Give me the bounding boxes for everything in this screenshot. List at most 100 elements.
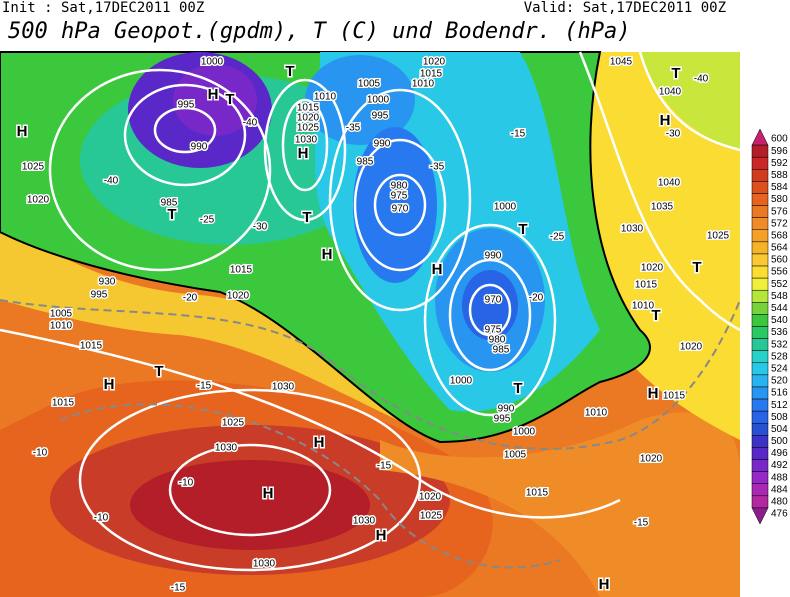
colorbar: 6005965925885845805765725685645605565525… bbox=[751, 128, 788, 525]
contour-label: 1010 bbox=[50, 321, 73, 332]
colorbar-swatch bbox=[751, 156, 769, 170]
contour-label: 1015 bbox=[230, 265, 253, 276]
colorbar-tick-label: 544 bbox=[771, 303, 788, 314]
colorbar-tick-label: 532 bbox=[771, 339, 788, 350]
colorbar-tick-label: 580 bbox=[771, 194, 788, 205]
contour-label: 1000 bbox=[367, 95, 390, 106]
contour-label: 1020 bbox=[27, 195, 50, 206]
pressure-center-label: T bbox=[302, 209, 311, 226]
colorbar-swatch bbox=[751, 265, 769, 279]
colorbar-tick-label: 520 bbox=[771, 376, 788, 387]
contour-label: 1040 bbox=[659, 87, 682, 98]
contour-label: -40 bbox=[694, 74, 709, 85]
pressure-center-label: H bbox=[376, 527, 387, 544]
colorbar-tick-label: 508 bbox=[771, 412, 788, 423]
contour-label: -35 bbox=[346, 123, 361, 134]
colorbar-swatch bbox=[751, 435, 769, 448]
contour-label: 1030 bbox=[295, 135, 318, 146]
colorbar-tick-label: 480 bbox=[771, 497, 788, 508]
colorbar-tick-label: 476 bbox=[771, 509, 788, 520]
pressure-center-label: H bbox=[314, 434, 325, 451]
colorbar-tick-label: 592 bbox=[771, 158, 788, 169]
colorbar-tick-label: 512 bbox=[771, 400, 788, 411]
contour-label: 1000 bbox=[201, 57, 224, 68]
colorbar-tick-label: 516 bbox=[771, 388, 788, 399]
map-title: 500 hPa Geopot.(gpdm), T (C) und Bodendr… bbox=[8, 19, 631, 44]
contour-label: 995 bbox=[372, 111, 389, 122]
map-area bbox=[0, 51, 741, 597]
colorbar-tick-label: 540 bbox=[771, 315, 788, 326]
colorbar-swatch bbox=[751, 338, 769, 351]
contour-label: 1030 bbox=[272, 382, 295, 393]
contour-label: 1025 bbox=[22, 162, 45, 173]
contour-label: 1015 bbox=[297, 103, 320, 114]
contour-label: 1025 bbox=[297, 123, 320, 134]
pressure-center-label: T bbox=[692, 259, 701, 276]
colorbar-swatch bbox=[751, 302, 769, 315]
contour-label: -20 bbox=[183, 293, 198, 304]
contour-label: 1010 bbox=[632, 301, 655, 312]
pressure-center-label: T bbox=[285, 63, 294, 80]
colorbar-tick-label: 492 bbox=[771, 460, 788, 471]
colorbar-swatch bbox=[751, 326, 769, 339]
contour-label: 975 bbox=[391, 191, 408, 202]
contour-label: 1030 bbox=[215, 443, 238, 454]
pressure-center-label: T bbox=[651, 307, 660, 324]
colorbar-swatch bbox=[751, 277, 769, 291]
colorbar-swatch bbox=[751, 507, 769, 525]
contour-label: 990 bbox=[374, 139, 391, 150]
colorbar-swatch bbox=[751, 241, 769, 255]
pressure-center-label: H bbox=[322, 246, 333, 263]
contour-label: 1015 bbox=[526, 488, 549, 499]
colorbar-tick-label: 568 bbox=[771, 230, 788, 241]
colorbar-tick-label: 560 bbox=[771, 255, 788, 266]
contour-label: 1025 bbox=[420, 511, 443, 522]
contour-label: 1020 bbox=[640, 454, 663, 465]
contour-label: 1005 bbox=[504, 450, 527, 461]
contour-label: 1010 bbox=[412, 79, 435, 90]
pressure-center-label: H bbox=[432, 261, 443, 278]
contour-label: 930 bbox=[99, 277, 116, 288]
contour-label: -15 bbox=[171, 583, 186, 594]
colorbar-tick-label: 500 bbox=[771, 436, 788, 447]
colorbar-tick-label: 488 bbox=[771, 472, 788, 483]
pressure-center-label: T bbox=[518, 221, 527, 238]
contour-label: 1000 bbox=[513, 427, 536, 438]
pressure-center-label: H bbox=[648, 385, 659, 402]
contour-label: 1015 bbox=[420, 69, 443, 80]
colorbar-swatch bbox=[751, 447, 769, 460]
contour-label: 1000 bbox=[494, 202, 517, 213]
colorbar-tick-label: 484 bbox=[771, 484, 788, 495]
init-time: Init : Sat,17DEC2011 00Z bbox=[2, 0, 204, 16]
colorbar-tick-label: 596 bbox=[771, 146, 788, 157]
colorbar-swatch bbox=[751, 217, 769, 230]
contour-label: -20 bbox=[529, 293, 544, 304]
colorbar-tick-label: 588 bbox=[771, 170, 788, 181]
contour-label: 995 bbox=[91, 290, 108, 301]
contour-label: -10 bbox=[33, 448, 48, 459]
colorbar-swatch bbox=[751, 495, 769, 509]
contour-label: 970 bbox=[485, 295, 502, 306]
contour-label: 1020 bbox=[680, 342, 703, 353]
contour-label: -25 bbox=[550, 232, 565, 243]
pressure-center-label: H bbox=[599, 576, 610, 593]
pressure-center-label: T bbox=[671, 65, 680, 82]
colorbar-swatch bbox=[751, 459, 769, 472]
pressure-center-label: T bbox=[167, 206, 176, 223]
colorbar-tick-label: 600 bbox=[771, 134, 788, 145]
pressure-center-label: T bbox=[154, 363, 163, 380]
contour-label: -15 bbox=[634, 518, 649, 529]
contour-label: 985 bbox=[357, 157, 374, 168]
contour-label: 1005 bbox=[50, 309, 73, 320]
contour-label: 1015 bbox=[52, 398, 75, 409]
contour-label: 1005 bbox=[358, 79, 381, 90]
contour-label: 1035 bbox=[651, 202, 674, 213]
colorbar-tick-label: 504 bbox=[771, 424, 788, 435]
colorbar-swatch bbox=[751, 314, 769, 327]
contour-label: -40 bbox=[243, 118, 258, 129]
colorbar-swatch bbox=[751, 386, 769, 400]
contour-label: 1020 bbox=[419, 492, 442, 503]
contour-label: 975 bbox=[485, 325, 502, 336]
